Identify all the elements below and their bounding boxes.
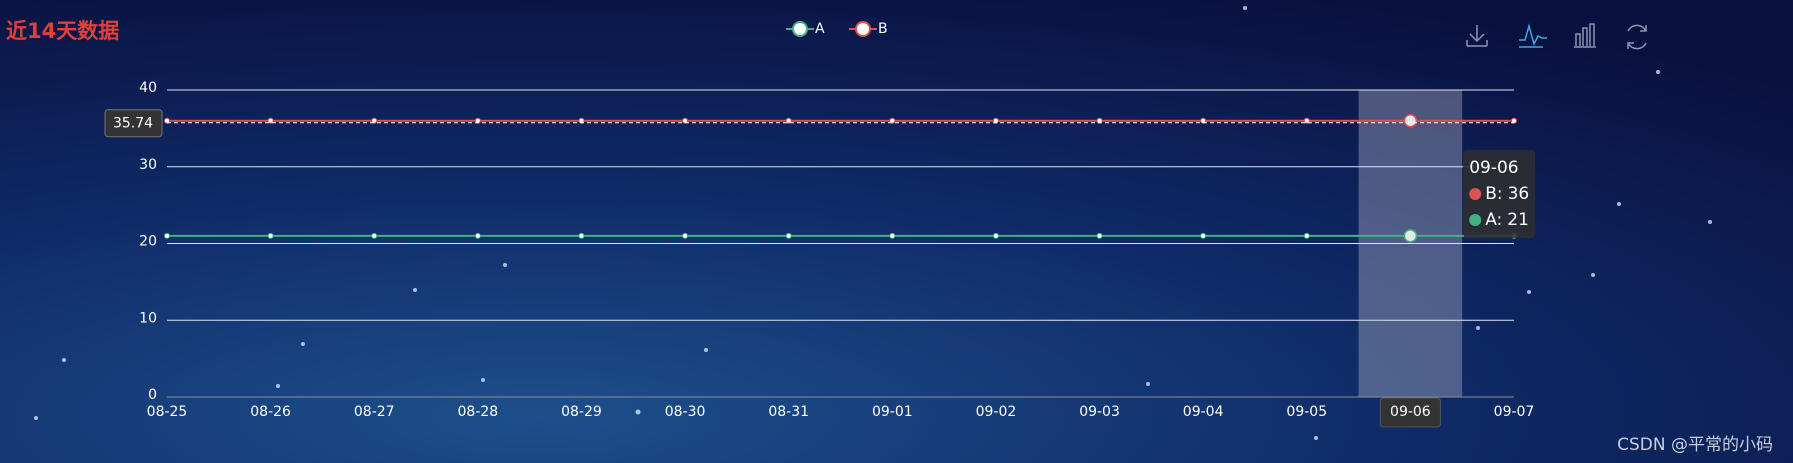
data-point	[992, 232, 999, 239]
data-point	[474, 117, 481, 124]
legend-label: A	[815, 21, 825, 37]
x-tick-label: 09-07	[1494, 404, 1535, 420]
axis-pointer-label: 35.74	[113, 116, 153, 132]
x-tick-label: 09-01	[872, 404, 913, 420]
data-point	[1096, 117, 1103, 124]
tooltip-title: 09-06	[1469, 158, 1518, 178]
x-tick-label: 08-26	[250, 404, 291, 420]
data-point	[164, 232, 170, 239]
tooltip-item: B: 36	[1485, 184, 1529, 204]
data-point	[578, 117, 585, 124]
x-tick-label: 09-06	[1390, 404, 1431, 420]
data-point	[1303, 232, 1310, 239]
x-tick-label: 08-28	[458, 404, 499, 420]
tooltip-separator: :	[1497, 210, 1503, 230]
x-tick-label: 08-25	[147, 404, 188, 420]
watermark: CSDN @平常的小码	[1617, 435, 1773, 455]
tooltip-item: A: 21	[1485, 210, 1529, 230]
x-pointer-label-bg	[1379, 397, 1441, 428]
data-point	[371, 117, 378, 124]
data-point	[1096, 232, 1103, 239]
data-point	[474, 232, 481, 239]
stars	[34, 6, 1712, 440]
x-tick-label: 09-02	[976, 404, 1017, 420]
tooltip-marker	[1469, 188, 1482, 200]
line-icon[interactable]	[1519, 23, 1547, 48]
y-tick-label: 30	[139, 157, 157, 173]
chart-title: 近14天数据	[6, 19, 119, 43]
data-point	[889, 117, 896, 124]
x-tick-label: 08-29	[561, 404, 602, 420]
download-icon[interactable]	[1466, 25, 1488, 47]
tooltip-series-name: A	[1485, 210, 1497, 230]
data-point	[785, 232, 792, 239]
x-tick-label: 08-27	[354, 404, 395, 420]
tooltip-bg	[1463, 150, 1536, 238]
tooltip-series-name: B	[1485, 184, 1497, 204]
data-point	[1303, 117, 1310, 124]
data-point	[267, 232, 274, 239]
legend-icon	[855, 21, 871, 37]
data-point	[1200, 232, 1207, 239]
data-point	[785, 117, 792, 124]
data-point	[889, 232, 896, 239]
legend-label: B	[878, 21, 888, 37]
axis-pointer-label-bg	[104, 109, 163, 138]
toolbar	[1466, 23, 1647, 50]
data-point	[992, 117, 999, 124]
data-point	[267, 117, 274, 124]
x-tick-label: 09-05	[1286, 404, 1327, 420]
x-tick-label: 09-03	[1079, 404, 1120, 420]
y-tick-label: 10	[139, 310, 157, 326]
data-point	[1511, 117, 1517, 124]
x-tick-label: 08-31	[768, 404, 809, 420]
plot: 0 10 20 30 40 08-25 08-26 08-27 08-28 08-29 08-30 0…	[104, 21, 1536, 428]
data-point	[164, 117, 170, 124]
y-tick-label: 40	[139, 80, 157, 96]
data-point	[371, 232, 378, 239]
tooltip-marker	[1469, 214, 1482, 226]
tooltip-value: 36	[1508, 184, 1530, 204]
y-tick-label: 0	[148, 387, 157, 403]
restore-icon[interactable]	[1627, 24, 1647, 50]
x-tick-label: 08-30	[665, 404, 706, 420]
tooltip-separator: :	[1497, 184, 1503, 204]
bar-icon[interactable]	[1574, 23, 1596, 48]
data-point	[682, 117, 689, 124]
tooltip-value: 21	[1507, 210, 1529, 230]
data-point	[1403, 113, 1418, 128]
data-point	[1403, 229, 1418, 243]
data-point	[682, 232, 689, 239]
y-tick-label: 20	[139, 234, 157, 250]
data-point	[1200, 117, 1207, 124]
x-tick-label: 09-04	[1183, 404, 1224, 420]
data-point	[578, 232, 585, 239]
legend-icon	[792, 21, 808, 37]
